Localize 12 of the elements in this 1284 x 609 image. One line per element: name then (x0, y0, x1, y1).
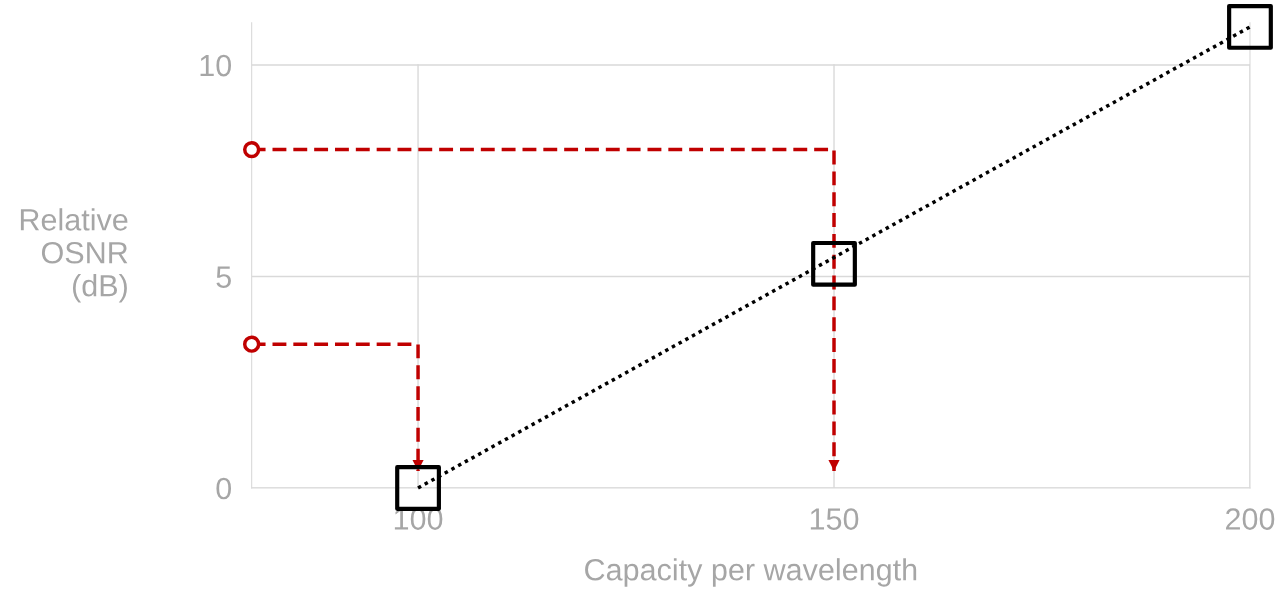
y-tick-label: 10 (200, 54, 232, 77)
point (811, 240, 857, 287)
y-tick-label: 5 (216, 266, 231, 288)
point (395, 465, 441, 511)
x-tick-label: 150 (810, 508, 859, 530)
point (242, 140, 261, 159)
point (1227, 4, 1273, 50)
x-axis-title: Capacity per wavelength (585, 558, 917, 587)
point (242, 335, 261, 353)
x-tick-label: 200 (1226, 508, 1275, 530)
y-axis-title: Relative OSNR (dB) (20, 208, 128, 303)
y-tick-label: 0 (216, 477, 232, 500)
